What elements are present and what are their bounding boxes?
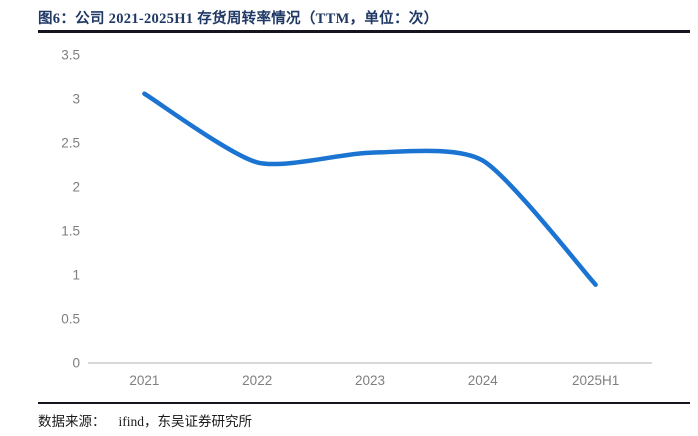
x-axis-tick-label: 2021 bbox=[129, 373, 159, 388]
y-axis-tick-label: 0 bbox=[72, 356, 80, 371]
y-axis-tick-label: 0.5 bbox=[61, 312, 80, 327]
x-axis-tick-label: 2022 bbox=[242, 373, 272, 388]
data-source-value: ifind，东吴证券研究所 bbox=[118, 414, 253, 429]
x-axis-tick-label: 2023 bbox=[355, 373, 385, 388]
series-line-inventory-turnover bbox=[142, 91, 598, 287]
data-source: 数据来源： ifind，东吴证券研究所 bbox=[38, 410, 252, 430]
y-axis-tick-label: 2 bbox=[72, 180, 80, 195]
title-divider bbox=[38, 30, 690, 33]
footer-divider bbox=[38, 402, 690, 404]
y-axis-tick-label: 3.5 bbox=[61, 48, 80, 63]
y-axis-tick-label: 1 bbox=[72, 268, 80, 283]
y-axis-tick-label: 3 bbox=[72, 92, 80, 107]
x-axis-tick-label: 2025H1 bbox=[572, 373, 619, 388]
x-axis-tick-label: 2024 bbox=[468, 373, 499, 388]
figure-title: 图6：公司 2021-2025H1 存货周转率情况（TTM，单位：次） bbox=[38, 11, 439, 27]
data-source-label: 数据来源： bbox=[38, 414, 106, 429]
y-axis-tick-label: 2.5 bbox=[61, 136, 80, 151]
y-axis-tick-label: 1.5 bbox=[61, 224, 80, 239]
